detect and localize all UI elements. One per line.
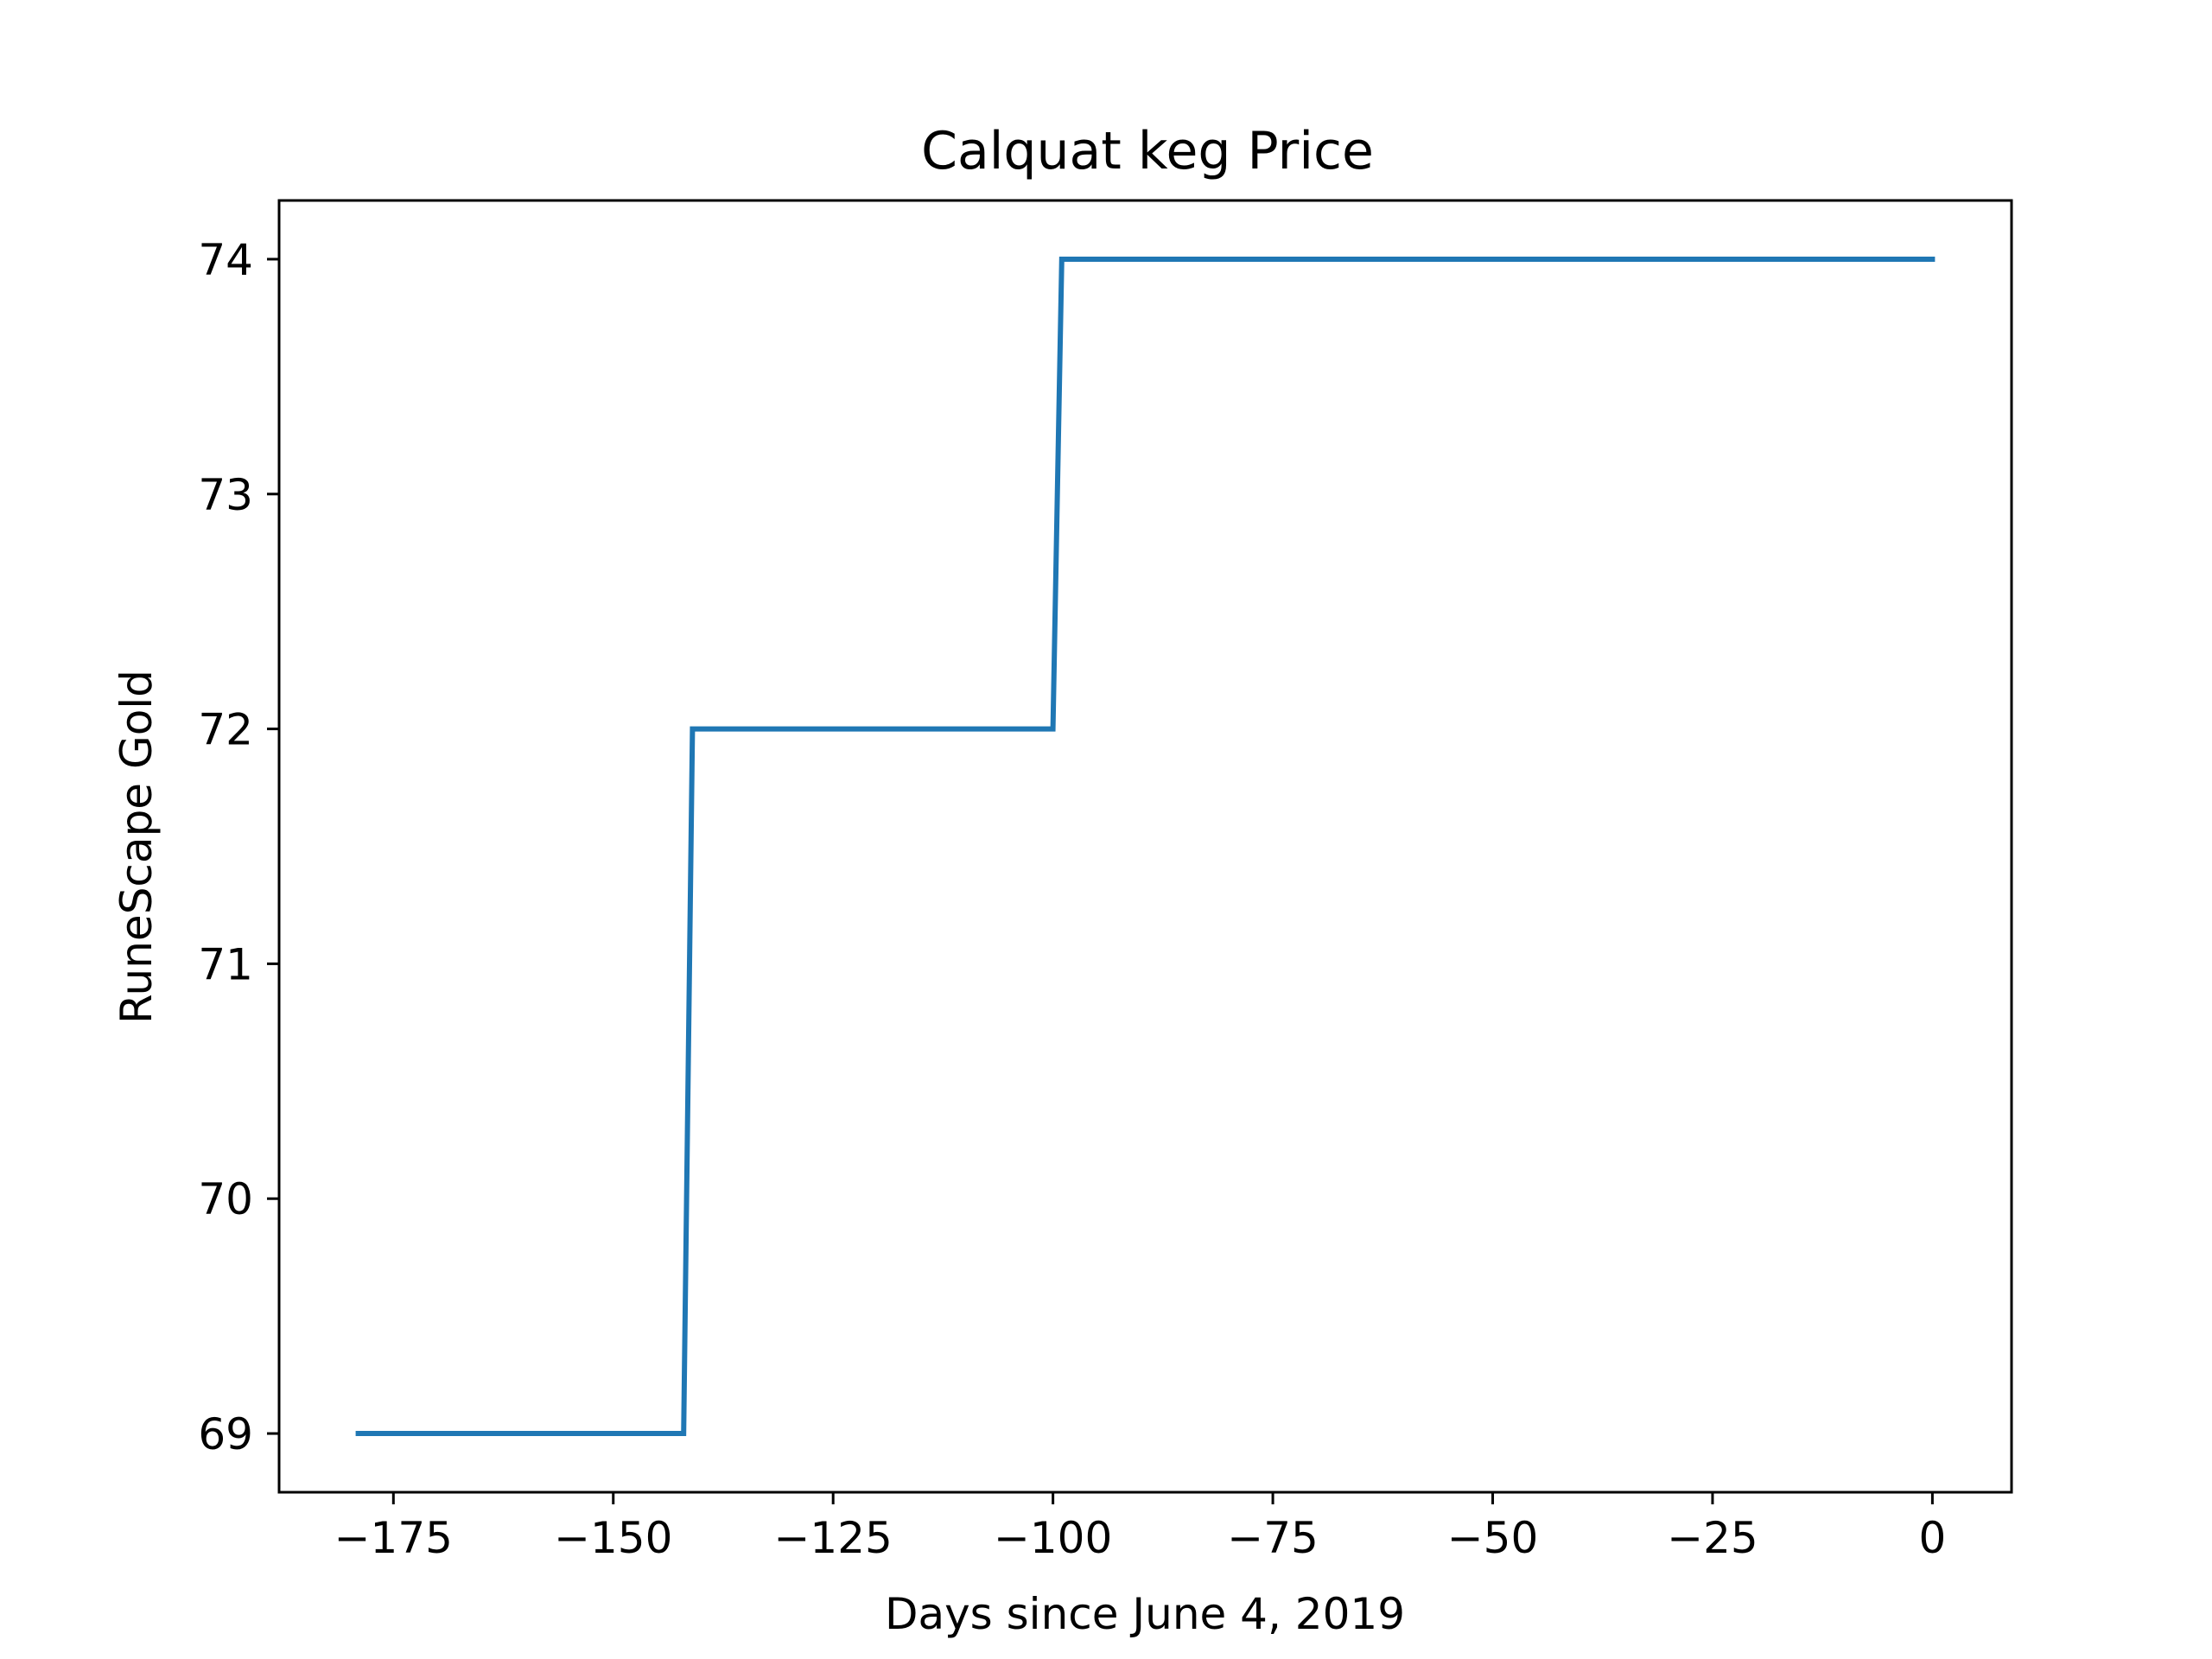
x-axis: −175 −150 −125 −100 −75 −50 −25 0 <box>334 1492 1946 1563</box>
x-tick-label: 0 <box>1918 1513 1946 1563</box>
y-tick-label: 72 <box>198 705 253 755</box>
chart-title: Calquat keg Price <box>921 121 1374 181</box>
y-tick-label: 71 <box>198 939 253 989</box>
y-axis: 69 70 71 72 73 74 <box>198 235 279 1459</box>
y-tick-label: 74 <box>198 235 253 285</box>
y-axis-label: RuneScape Gold <box>111 670 162 1024</box>
x-tick-label: −125 <box>774 1513 893 1563</box>
x-tick-label: −75 <box>1227 1513 1319 1563</box>
series-line <box>355 257 1936 1436</box>
x-tick-label: −175 <box>334 1513 453 1563</box>
y-tick-label: 73 <box>198 470 253 520</box>
y-tick-label: 70 <box>198 1174 253 1224</box>
x-tick-label: −50 <box>1447 1513 1539 1563</box>
x-axis-label: Days since June 4, 2019 <box>885 1589 1405 1639</box>
plot-area <box>355 257 1936 1436</box>
x-tick-label: −100 <box>994 1513 1112 1563</box>
x-tick-label: −25 <box>1667 1513 1758 1563</box>
plot-frame <box>277 199 2013 1494</box>
x-tick-label: −150 <box>554 1513 672 1563</box>
y-tick-label: 69 <box>198 1409 253 1459</box>
